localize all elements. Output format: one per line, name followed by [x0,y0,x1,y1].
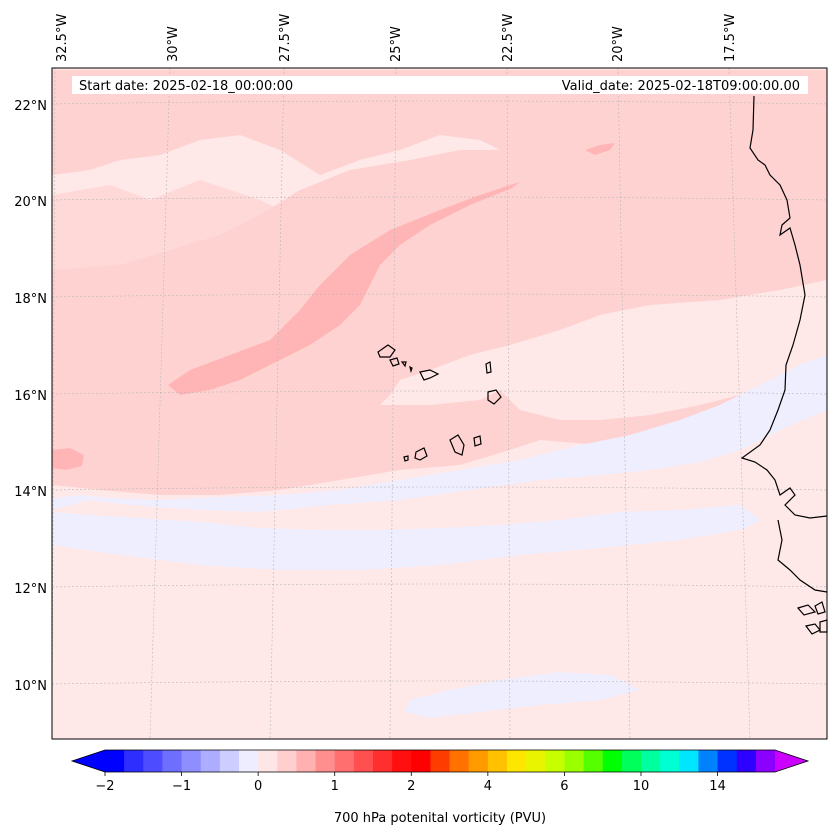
colorbar-tick-label: 4 [484,779,492,794]
lat-label-10n: 10°N [14,679,47,694]
colorbar-segment [315,750,336,772]
colorbar-segment [564,750,585,772]
colorbar-label: 700 hPa potenital vorticity (PVU) [334,811,546,826]
colorbar-segment [277,750,297,772]
lon-label-27-5w: 27.5°W [278,14,293,62]
lat-label-20n: 20°N [14,195,47,210]
longitude-labels: 32.5°W 30°W 27.5°W 25°W 22.5°W 20°W 17.5… [55,14,738,62]
pv-contour-main-band [52,70,827,495]
colorbar-segment [334,750,355,772]
colorbar-segments [105,750,776,772]
colorbar-ticks: −2 −1 0 1 2 4 6 10 14 [95,772,726,794]
graticule [51,67,828,740]
pv-contour-negative-band [52,355,827,512]
latitude-labels: 22°N 20°N 18°N 16°N 14°N 12°N 10°N [14,99,47,694]
colorbar-segment [755,750,776,772]
colorbar-segment [392,750,412,772]
lon-label-32-5w: 32.5°W [55,14,70,62]
colorbar-segment [468,750,489,772]
lon-label-17-5w: 17.5°W [723,14,738,62]
pv-contour-negative-south [52,505,760,570]
colorbar-tick-label: 6 [560,779,568,794]
colorbar-segment [621,750,642,772]
pv-contour-west-blob [52,448,84,470]
colorbar-tick-label: 2 [407,779,415,794]
start-date-label: Start date: 2025-02-18_00:00:00 [79,79,293,94]
pv-contour-ribbon [168,182,520,395]
colorbar-segment [660,750,680,772]
colorbar-segment [353,750,374,772]
colorbar-tick-label: −1 [172,779,191,794]
colorbar-segment [583,750,604,772]
colorbar-segment [411,750,431,772]
valid-date-label: Valid_date: 2025-02-18T09:00:00.00 [562,79,800,94]
lon-label-25w: 25°W [389,26,404,62]
colorbar-segment [717,750,738,772]
lat-label-14n: 14°N [14,485,47,500]
colorbar-extend-low [72,750,105,772]
colorbar-segment [430,750,451,772]
lat-label-12n: 12°N [14,582,47,597]
colorbar-segment [239,750,259,772]
lon-label-30w: 30°W [166,26,181,62]
colorbar-segment [200,750,221,772]
pv-contour-small-1 [585,143,615,155]
colorbar-extend-high [775,750,808,772]
colorbar-segment [124,750,144,772]
colorbar-segment [602,750,623,772]
pv-contour-negative-far-south [405,672,640,718]
colorbar-segment [373,750,393,772]
lon-label-22-5w: 22.5°W [501,14,516,62]
colorbar-segment [736,750,757,772]
colorbar-segment [105,750,125,772]
map-frame [51,67,828,740]
lat-label-18n: 18°N [14,292,47,307]
lat-label-16n: 16°N [14,389,47,404]
colorbar-segment [219,750,240,772]
colorbar-tick-label: 1 [331,779,339,794]
colorbar-segment [507,750,527,772]
lon-label-20w: 20°W [611,26,626,62]
colorbar-tick-label: 10 [633,779,650,794]
colorbar-segment [258,750,278,772]
colorbar-segment [296,750,317,772]
colorbar-segment [545,750,565,772]
colorbar-segment [162,750,183,772]
colorbar-segment [487,750,508,772]
colorbar-segment [526,750,546,772]
map-panel: Start date: 2025-02-18_00:00:00 Valid_da… [51,67,828,740]
colorbar-segment [181,750,202,772]
colorbar: −2 −1 0 1 2 4 6 10 14 700 hPa potenital vorticit… [70,749,810,826]
lat-label-22n: 22°N [14,99,47,114]
colorbar-segment [698,750,719,772]
colorbar-tick-label: 14 [709,779,726,794]
colorbar-segment [641,750,661,772]
colorbar-segment [449,750,470,772]
colorbar-segment [143,750,163,772]
colorbar-tick-label: 0 [254,779,262,794]
info-banner [72,76,808,94]
colorbar-tick-label: −2 [95,779,114,794]
colorbar-segment [679,750,699,772]
coastline [377,95,828,635]
